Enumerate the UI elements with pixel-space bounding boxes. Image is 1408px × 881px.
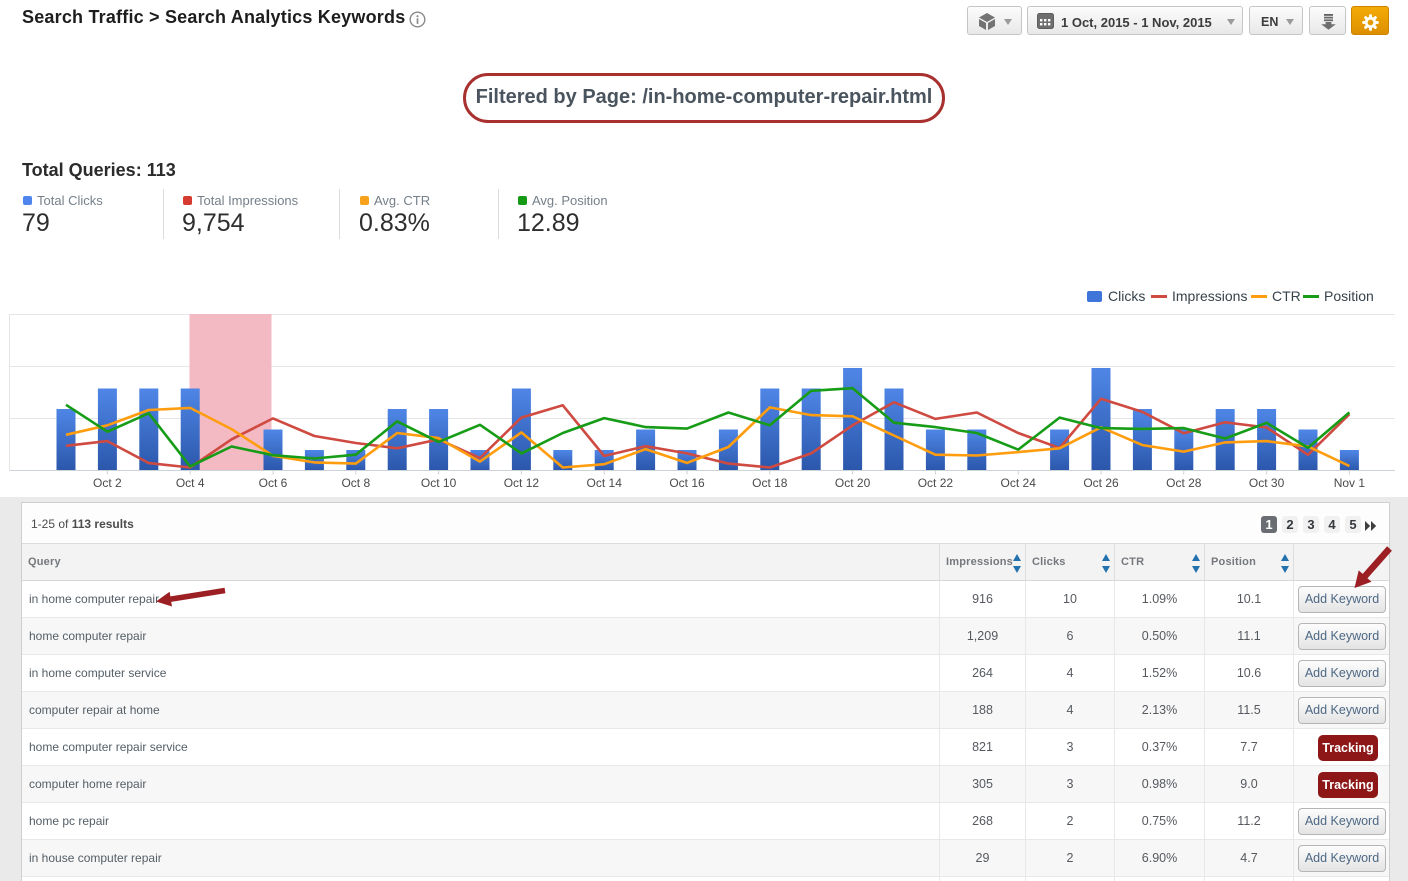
svg-text:Oct 24: Oct 24 bbox=[1001, 476, 1037, 490]
svg-text:Oct 22: Oct 22 bbox=[918, 476, 954, 490]
svg-text:Oct 6: Oct 6 bbox=[259, 476, 288, 490]
svg-text:Nov 1: Nov 1 bbox=[1334, 476, 1366, 490]
svg-text:Oct 20: Oct 20 bbox=[835, 476, 871, 490]
svg-text:Oct 16: Oct 16 bbox=[669, 476, 705, 490]
svg-text:Oct 28: Oct 28 bbox=[1166, 476, 1202, 490]
svg-text:Oct 8: Oct 8 bbox=[341, 476, 370, 490]
svg-text:Oct 30: Oct 30 bbox=[1249, 476, 1285, 490]
svg-text:Oct 10: Oct 10 bbox=[421, 476, 457, 490]
svg-text:Oct 2: Oct 2 bbox=[93, 476, 122, 490]
svg-text:Oct 26: Oct 26 bbox=[1083, 476, 1119, 490]
svg-text:Oct 4: Oct 4 bbox=[176, 476, 205, 490]
svg-text:Oct 14: Oct 14 bbox=[587, 476, 623, 490]
svg-text:Oct 12: Oct 12 bbox=[504, 476, 540, 490]
svg-text:Oct 18: Oct 18 bbox=[752, 476, 788, 490]
